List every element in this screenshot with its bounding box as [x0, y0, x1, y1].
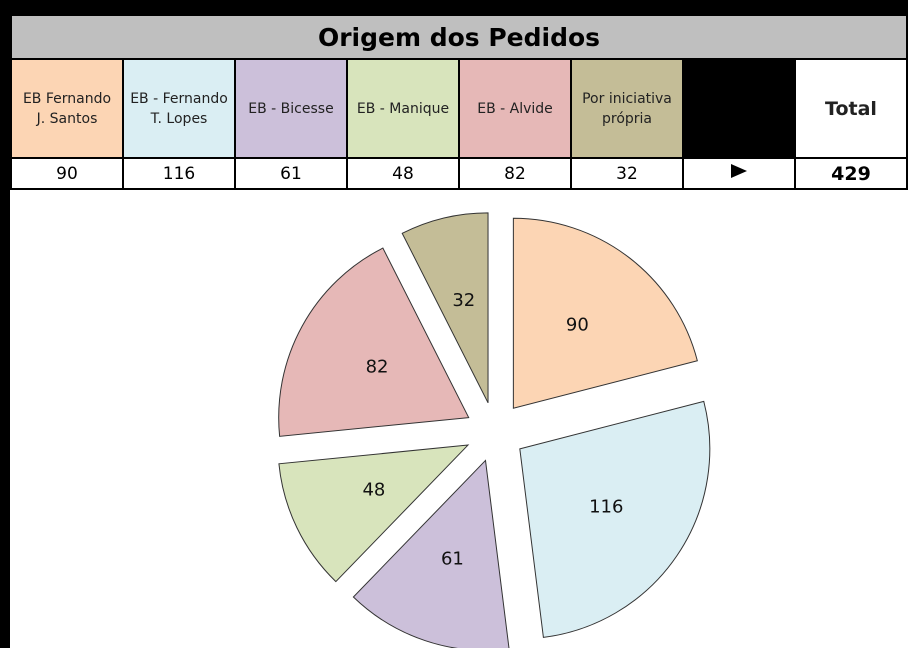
header-cell: EB - Alvide [458, 58, 572, 159]
value-cell: 82 [458, 157, 572, 190]
slice-label: 32 [452, 290, 475, 311]
arrow-icon [731, 164, 747, 178]
total-cell: 429 [794, 157, 908, 190]
slice-label: 48 [362, 480, 385, 501]
slice-label: 61 [441, 549, 464, 570]
border [0, 0, 908, 14]
table-title: Origem dos Pedidos [10, 14, 908, 60]
value-cell: 116 [122, 157, 236, 190]
header-cell: EB Fernando J. Santos [10, 58, 124, 159]
total-header: Total [794, 58, 908, 159]
border [0, 0, 10, 648]
header-cell [682, 58, 796, 159]
arrow-cell [682, 157, 796, 190]
header-cell: Por iniciativa própria [570, 58, 684, 159]
value-row: 90 116 61 48 82 32 429 [10, 157, 908, 190]
value-cell: 48 [346, 157, 460, 190]
slice-label: 90 [566, 315, 589, 336]
pie-slice [352, 459, 510, 648]
pie-slice [278, 444, 470, 583]
summary-table: Origem dos Pedidos EB Fernando J. Santos… [10, 14, 908, 190]
value-cell: 61 [234, 157, 348, 190]
slice-label: 82 [366, 356, 389, 377]
pie-slice [401, 212, 489, 404]
header-cell: EB - Bicesse [234, 58, 348, 159]
pie-slice [278, 247, 470, 437]
header-cell: EB - Manique [346, 58, 460, 159]
pie-slice [512, 217, 698, 409]
value-cell: 32 [570, 157, 684, 190]
header-row: EB Fernando J. Santos EB - Fernando T. Lo… [10, 58, 908, 159]
slice-label: 116 [589, 497, 623, 518]
pie-slice [519, 400, 711, 638]
value-cell: 90 [10, 157, 124, 190]
header-cell: EB - Fernando T. Lopes [122, 58, 236, 159]
